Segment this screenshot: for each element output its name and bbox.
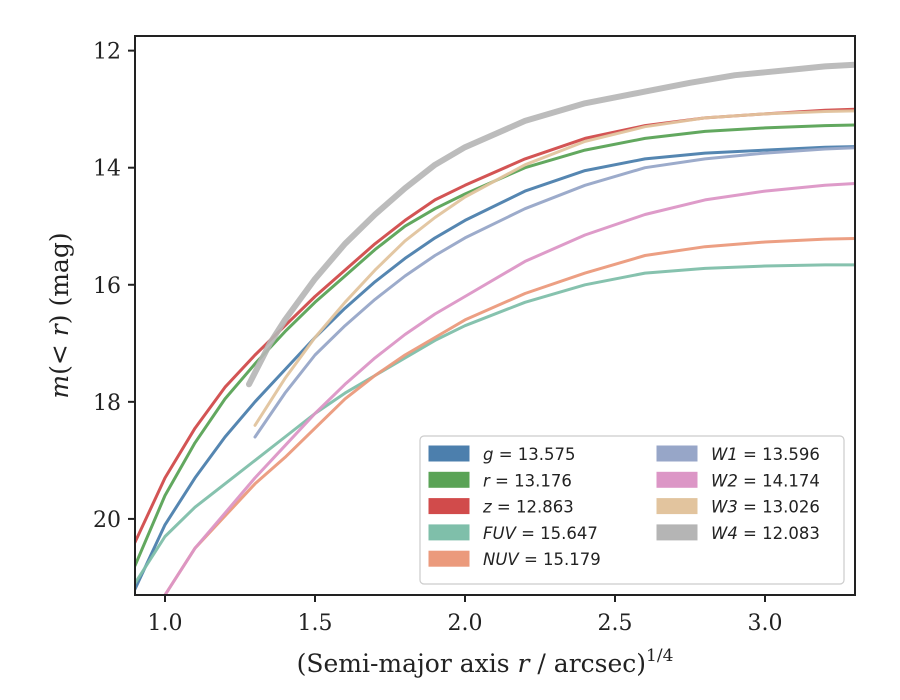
series-line-w2 [163,182,855,595]
y-tick-label: 18 [93,391,121,416]
y-tick-label: 20 [93,508,121,533]
legend-label-w3: W3 = 13.026 [711,498,820,517]
legend-swatch-z [428,498,470,515]
legend-box [419,435,845,585]
x-tick-label: 2.0 [448,611,483,636]
legend-swatch-w2 [656,471,698,488]
legend-label-w2: W2 = 14.174 [711,471,820,490]
axis-ticks: 1.0 1.5 2.0 2.5 3.0 12 14 16 18 20 [93,40,783,636]
legend-swatch-r [428,471,470,488]
legend: g = 13.575 r = 13.176 z = 12.863 FUV = 15.6… [419,435,845,585]
legend-swatch-w1 [656,445,698,462]
x-axis-label: (Semi-major axis r / arcsec)1/4 [297,646,674,678]
x-tick-label: 2.5 [598,611,633,636]
plot-area [135,61,855,595]
legend-label-z: z = 12.863 [482,498,574,517]
y-tick-label: 16 [93,274,121,299]
x-tick-label: 3.0 [748,611,783,636]
series-line-fuv [135,263,855,585]
series-line-r [135,123,855,568]
legend-swatch-g [428,445,470,462]
y-tick-label: 12 [93,40,121,65]
series-line-w3 [253,109,855,427]
series-line-g [135,145,855,591]
legend-label-w1: W1 = 13.596 [711,445,820,464]
x-tick-label: 1.0 [148,611,183,636]
legend-swatch-w3 [656,498,698,515]
y-tick-label: 14 [93,157,121,182]
legend-label-g: g = 13.575 [483,445,576,464]
plot-frame [134,35,856,596]
legend-swatch-w4 [656,524,698,541]
series-line-w1 [253,146,855,439]
legend-label-nuv: NUV = 15.179 [483,550,601,569]
legend-label-fuv: FUV = 15.647 [483,524,598,543]
series-line-nuv [163,237,855,595]
series-line-w4 [246,61,855,388]
legend-swatch-fuv [428,524,470,541]
legend-label-w4: W4 = 12.083 [711,524,820,543]
legend-label-r: r = 13.176 [483,471,572,490]
legend-swatch-nuv [428,550,470,567]
x-tick-label: 1.5 [298,611,333,636]
y-axis-label: m(< r) (mag) [45,232,74,398]
